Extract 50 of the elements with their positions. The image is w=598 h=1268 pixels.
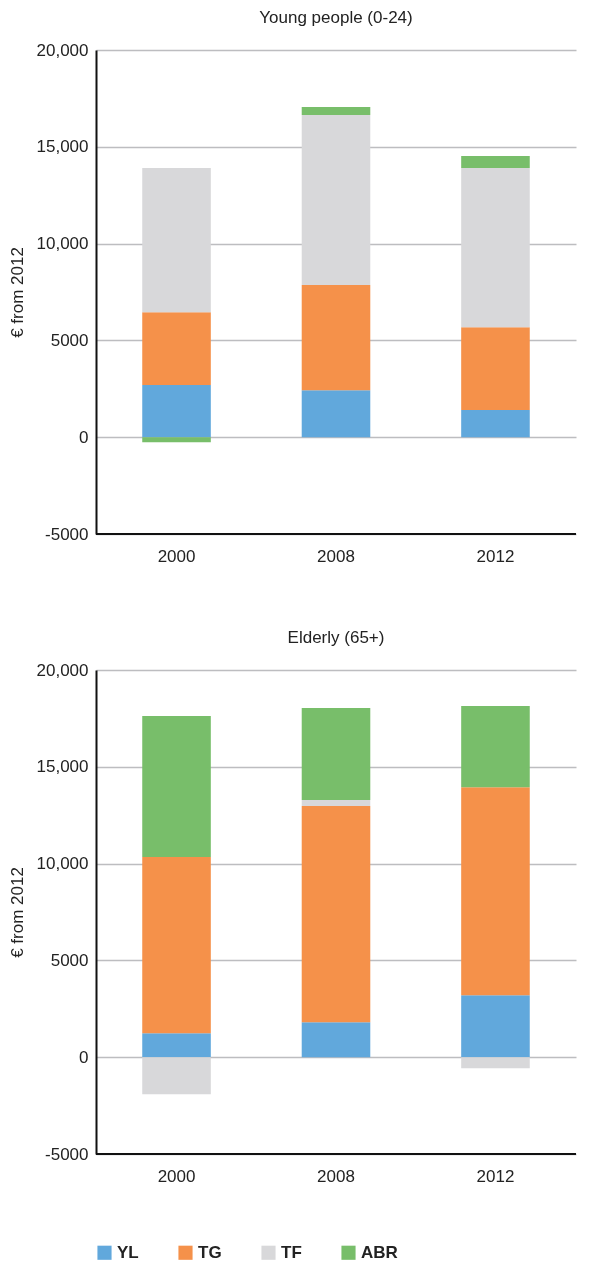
y-tick-label: 5000 (50, 950, 89, 970)
legend-label: ABR (361, 1242, 398, 1262)
bar (142, 1033, 211, 1058)
y-axis-title: € from 2012 (7, 247, 27, 338)
bar (142, 312, 211, 386)
y-tick-label: 10,000 (36, 854, 89, 874)
bar (461, 156, 530, 169)
chart-title: Elderly (65+) (287, 628, 385, 647)
y-tick-label: 5000 (50, 330, 89, 350)
bar (142, 168, 211, 313)
y-tick-label: 20,000 (36, 660, 89, 680)
bar (301, 285, 371, 391)
bar (461, 787, 530, 996)
legend-label: TF (281, 1242, 302, 1262)
y-axis-title: € from 2012 (7, 867, 27, 958)
bar (301, 1022, 371, 1058)
bar (461, 995, 530, 1058)
bar (301, 107, 371, 116)
y-tick-label: 0 (79, 427, 89, 447)
x-tick-label: 2000 (157, 1166, 196, 1186)
legend-label: YL (117, 1242, 139, 1262)
x-tick-label: 2000 (157, 546, 196, 566)
y-tick-label: 15,000 (36, 137, 89, 157)
bar (301, 800, 371, 807)
bar (461, 410, 530, 438)
x-tick-label: 2008 (317, 1166, 355, 1186)
bar (461, 1057, 530, 1069)
bar (142, 857, 211, 1034)
x-tick-label: 2008 (317, 546, 355, 566)
bar (142, 437, 211, 443)
x-tick-label: 2012 (476, 546, 515, 566)
bar (142, 716, 211, 858)
bar (301, 390, 371, 438)
chart-title: Young people (0-24) (259, 8, 413, 27)
bar (301, 806, 371, 1023)
y-tick-label: 20,000 (36, 40, 89, 60)
bar (142, 1057, 211, 1095)
y-tick-label: -5000 (45, 1144, 89, 1164)
y-tick-label: 10,000 (36, 234, 89, 254)
y-tick-label: 15,000 (36, 757, 89, 777)
legend-label: TG (198, 1242, 222, 1262)
bar (142, 385, 211, 438)
bar (301, 115, 371, 286)
bar (461, 706, 530, 788)
bar (301, 707, 371, 801)
bar (461, 327, 530, 411)
x-tick-label: 2012 (476, 1166, 515, 1186)
bar (461, 168, 530, 328)
y-tick-label: -5000 (45, 524, 89, 544)
y-tick-label: 0 (79, 1047, 89, 1067)
